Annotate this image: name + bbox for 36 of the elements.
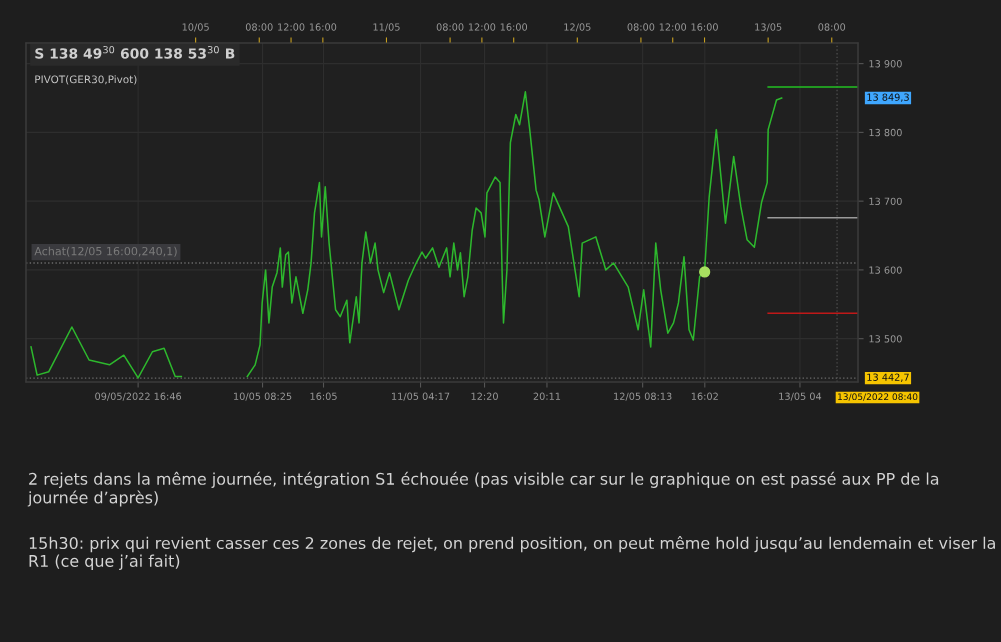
x2-tick-label: 08:00	[818, 23, 846, 31]
x-tick-label: 09/05/2022 16:46	[95, 392, 182, 401]
ref-line-label: 13/05/2022 08:40	[838, 393, 918, 401]
x2-tick-label: 12/05	[564, 23, 591, 32]
x2-tick-label: 16:00	[691, 23, 718, 31]
x-tick-label: 12:20	[471, 392, 498, 400]
x2-tick-label: 16:00	[309, 23, 337, 31]
annotation: Achat(12/05 16:00,240,1)	[34, 246, 177, 257]
x2-tick-label: 11/05	[373, 23, 400, 32]
y-tick-label: 13 500	[869, 335, 902, 343]
annotation: S 138 49$^{30}$ 600 138 53$^{30}$ B	[35, 46, 235, 59]
x2-tick-label: 12:00	[659, 23, 687, 31]
x-tick-label: 16:05	[310, 392, 337, 400]
x2-tick-label: 08:00	[245, 23, 273, 31]
x2-tick-label: 08:00	[436, 23, 464, 31]
x-tick-label: 12/05 08:13	[614, 392, 672, 401]
x2-tick-label: 10/05	[182, 23, 209, 32]
x-tick-label: 13/05 04	[779, 392, 822, 401]
x-tick-label: 16:02	[691, 392, 718, 400]
text: 15h30: prix qui revient casser ces 2 zones de rejet, on prend position, on peut même hold jusqu’au lendemain et viser la R1 (ce que j’ai fait)	[29, 536, 995, 571]
x2-tick-label: 12:00	[278, 23, 305, 31]
x2-tick-label: 16:00	[500, 23, 528, 31]
annotation: PIVOT(GER30,Pivot)	[35, 75, 137, 85]
text: 13 849,3	[867, 93, 909, 102]
x-tick-label: 20:11	[533, 392, 561, 400]
ref-line-label: 13 442,7	[867, 373, 909, 382]
y-tick-label: 13 900	[869, 60, 902, 68]
y-tick-label: 13 600	[869, 266, 902, 274]
x-tick-label: 10/05 08:25	[234, 392, 292, 401]
x2-tick-label: 12:00	[468, 23, 496, 31]
text: 2 rejets dans la même journée, intégration S1 échouée (pas visible car sur le graphique on est passé aux PP de la journée d’après)	[27, 471, 939, 507]
y-tick-label: 13 800	[869, 128, 902, 137]
x2-tick-label: 08:00	[627, 23, 655, 31]
x2-tick-label: 13/05	[755, 23, 782, 32]
y-tick-label: 13 700	[869, 197, 902, 205]
x-tick-label: 11/05 04:17	[392, 392, 450, 401]
